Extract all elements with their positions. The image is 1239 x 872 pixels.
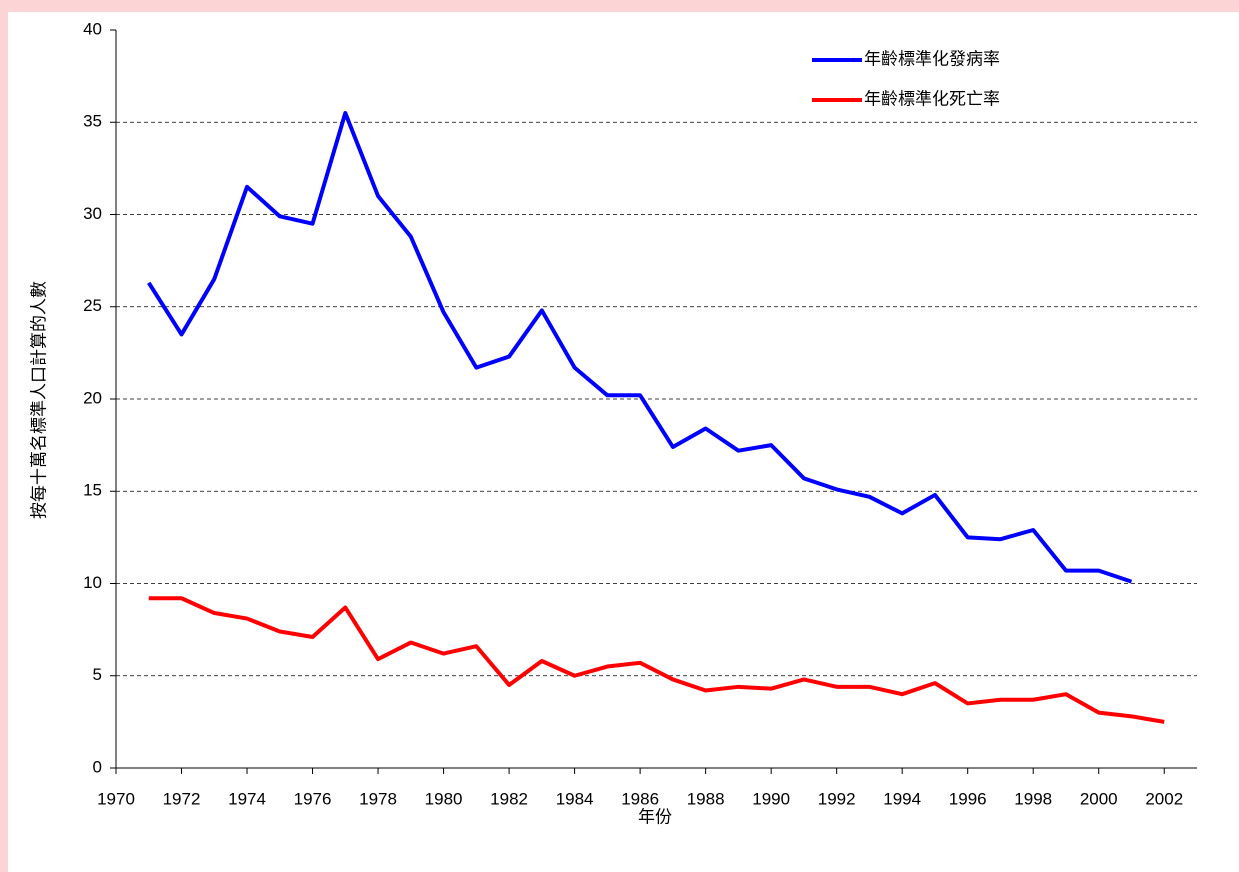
chart-frame: [8, 12, 1239, 872]
y-tick-label: 25: [83, 296, 102, 315]
x-tick-label: 1972: [163, 789, 201, 808]
x-tick-label: 1976: [294, 789, 332, 808]
x-tick-label: 1980: [425, 789, 463, 808]
x-tick-label: 1998: [1014, 789, 1052, 808]
y-tick-label: 5: [93, 665, 102, 684]
y-tick-label: 0: [93, 757, 102, 776]
x-tick-label: 1994: [883, 789, 921, 808]
legend-label: 年齡標準化發病率: [864, 49, 1000, 68]
series-line: [148, 596, 1165, 724]
legend-label: 年齡標準化死亡率: [864, 89, 1000, 108]
y-tick-label: 20: [83, 388, 102, 407]
x-tick-label: 1990: [752, 789, 790, 808]
y-tick-label: 35: [83, 112, 102, 131]
y-axis-label: 按每十萬名標準人口計算的人數: [29, 281, 48, 519]
y-tick-label: 15: [83, 481, 102, 500]
x-tick-label: 2000: [1080, 789, 1118, 808]
x-tick-label: 2002: [1145, 789, 1183, 808]
series-line: [147, 111, 1133, 584]
x-tick-label: 1978: [359, 789, 397, 808]
y-tick-label: 10: [83, 573, 102, 592]
x-tick-label: 1988: [687, 789, 725, 808]
x-tick-label: 1974: [228, 789, 266, 808]
x-tick-label: 1984: [556, 789, 594, 808]
x-tick-label: 1970: [97, 789, 135, 808]
x-tick-label: 1992: [818, 789, 856, 808]
y-tick-label: 30: [83, 204, 102, 223]
y-tick-label: 40: [83, 19, 102, 38]
x-tick-label: 1986: [621, 789, 659, 808]
x-axis-label: 年份: [638, 807, 672, 826]
x-tick-label: 1982: [490, 789, 528, 808]
x-tick-label: 1996: [949, 789, 987, 808]
